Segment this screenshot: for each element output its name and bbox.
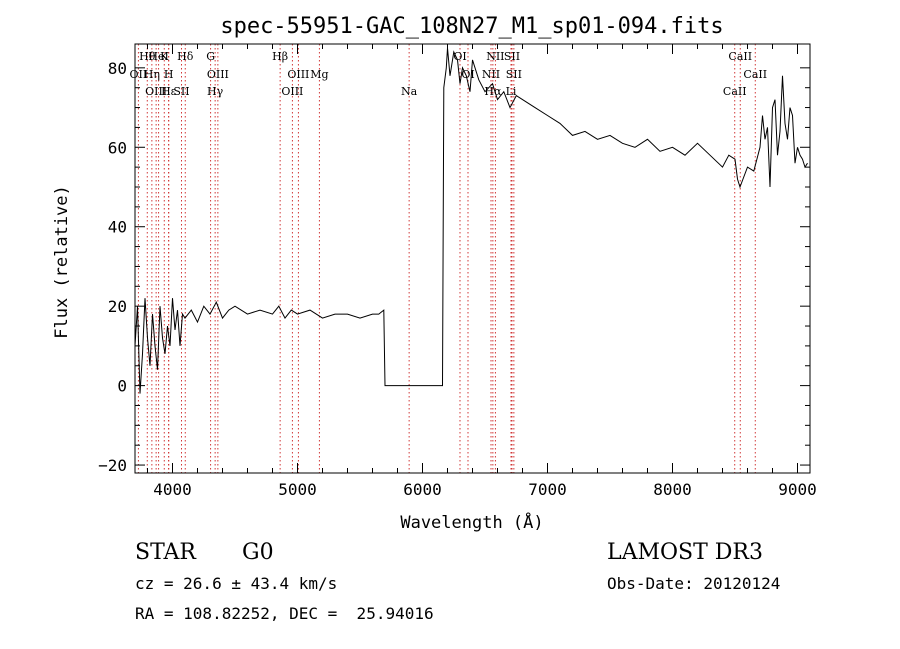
coordinates: RA = 108.82252, DEC = 25.94016 <box>135 604 434 623</box>
line-label: CaII <box>723 85 747 98</box>
line-markers <box>137 44 756 473</box>
survey-name: LAMOST DR3 <box>607 540 763 565</box>
x-tick-label: 7000 <box>528 480 567 499</box>
y-tick-label: 80 <box>108 59 127 78</box>
line-label: CaII <box>743 68 767 81</box>
y-tick-label: 0 <box>117 377 127 396</box>
object-subclass: G0 <box>242 540 274 565</box>
line-label: Hα <box>484 85 502 98</box>
line-label: Hβ <box>272 50 288 63</box>
object-class: STAR <box>135 540 196 565</box>
x-tick-label: 6000 <box>403 480 442 499</box>
line-label: NII <box>482 68 500 81</box>
chart-title: spec-55951-GAC_108N27_M1_sp01-094.fits <box>220 14 723 39</box>
line-label: SII <box>506 68 522 81</box>
line-label: OIII <box>145 85 167 98</box>
line-label: OIII <box>287 68 309 81</box>
redshift-cz: cz = 26.6 ± 43.4 km/s <box>135 574 338 593</box>
line-label: Hθ <box>139 50 156 63</box>
x-tick-label: 9000 <box>778 480 817 499</box>
y-tick-label: 20 <box>108 297 127 316</box>
line-label: OI <box>453 50 466 63</box>
line-label: Hη <box>144 68 160 81</box>
line-label: G <box>206 50 215 63</box>
spectrum-series-line <box>134 47 808 394</box>
line-label: SII <box>504 50 520 63</box>
line-label: NII <box>486 50 504 63</box>
line-label: OIII <box>207 68 229 81</box>
axes: 4000 5000 6000 7000 8000 9000 −20 0 20 40 60 80 <box>98 44 817 499</box>
line-label: Na <box>401 85 418 98</box>
line-label: CaII <box>728 50 752 63</box>
line-label: Hε <box>161 85 177 98</box>
x-axis-label: Wavelength (Å) <box>400 511 543 533</box>
line-label: Li <box>506 85 517 98</box>
x-tick-label: 5000 <box>278 480 317 499</box>
obs-date: Obs-Date: 20120124 <box>607 574 781 593</box>
y-tick-label: 40 <box>108 218 127 237</box>
line-label: OII <box>130 68 148 81</box>
plot-frame <box>134 43 811 474</box>
line-label: OIII <box>281 85 303 98</box>
y-tick-label: 60 <box>108 138 127 157</box>
line-label: H <box>164 68 174 81</box>
y-tick-label: −20 <box>98 456 127 475</box>
line-label: Hγ <box>207 85 224 98</box>
line-label: Mg <box>310 68 328 81</box>
line-label: HeI <box>148 50 168 63</box>
y-axis-label: Flux (relative) <box>52 185 72 339</box>
line-label: K <box>160 50 169 63</box>
line-label: Hδ <box>177 50 194 63</box>
line-label: SII <box>173 85 189 98</box>
x-tick-label: 4000 <box>153 480 192 499</box>
line-label: OI <box>461 68 474 81</box>
x-tick-label: 8000 <box>653 480 692 499</box>
line-labels: Hθ OII OIII KH Hε HeI Hη SII Hδ OIII Hγ G OIII OIII Hβ… <box>130 50 768 98</box>
